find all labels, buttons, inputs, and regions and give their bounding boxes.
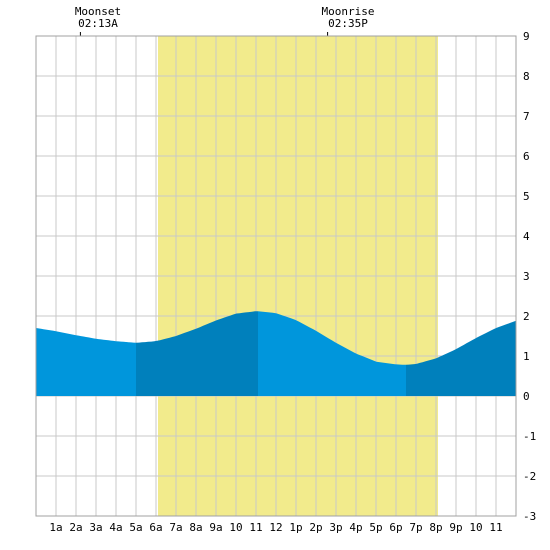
y-tick-label: 8 [523, 70, 530, 83]
x-tick-label: 7p [409, 521, 422, 534]
moonrise-label: Moonrise [321, 5, 375, 18]
tide-area-falling [258, 311, 406, 396]
x-tick-label: 3a [89, 521, 102, 534]
y-tick-label: 6 [523, 150, 530, 163]
x-tick-label: 8a [189, 521, 202, 534]
y-tick-label: 5 [523, 190, 530, 203]
x-tick-label: 4p [349, 521, 362, 534]
plot-frame [35, 35, 517, 517]
x-tick-label: 10 [469, 521, 482, 534]
y-tick-label: 9 [523, 30, 530, 43]
x-tick-label: 8p [429, 521, 442, 534]
y-tick-label: 7 [523, 110, 530, 123]
x-tick-label: 3p [329, 521, 342, 534]
x-tick-label: 10 [229, 521, 242, 534]
y-tick-label: 4 [523, 230, 530, 243]
x-tick-label: 5a [129, 521, 142, 534]
tide-area-rising [406, 320, 516, 396]
moonrise-annotation: Moonrise 02:35P [306, 6, 390, 30]
x-tick-label: 2p [309, 521, 322, 534]
y-tick-label: 2 [523, 310, 530, 323]
moonset-time: 02:13A [78, 17, 118, 30]
moonset-annotation: Moonset 02:13A [62, 6, 134, 30]
y-tick-label: -1 [523, 430, 536, 443]
x-tick-label: 12 [269, 521, 282, 534]
x-tick-label: 6a [149, 521, 162, 534]
moonset-label: Moonset [74, 5, 122, 18]
y-tick-label: 0 [523, 390, 530, 403]
x-tick-label: 6p [389, 521, 402, 534]
y-tick-label: 3 [523, 270, 530, 283]
y-tick-label: -3 [523, 510, 536, 523]
x-tick-label: 5p [369, 521, 382, 534]
x-tick-label: 1p [289, 521, 302, 534]
tide-area-rising [136, 311, 258, 396]
x-tick-label: 7a [169, 521, 182, 534]
x-tick-label: 11 [489, 521, 502, 534]
x-tick-label: 4a [109, 521, 122, 534]
x-tick-label: 9a [209, 521, 222, 534]
x-tick-label: 11 [249, 521, 262, 534]
tide-area-falling [36, 328, 136, 396]
x-tick-label: 2a [69, 521, 82, 534]
x-tick-label: 9p [449, 521, 462, 534]
moonrise-time: 02:35P [328, 17, 368, 30]
y-tick-label: -2 [523, 470, 536, 483]
y-tick-label: 1 [523, 350, 530, 363]
x-tick-label: 1a [49, 521, 62, 534]
